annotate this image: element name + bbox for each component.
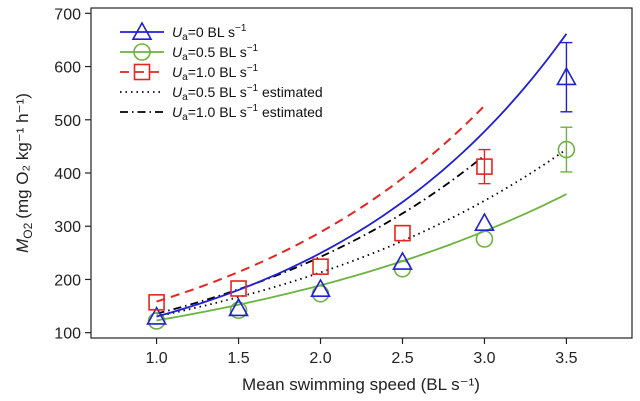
legend-marker-circle (133, 43, 151, 61)
legend-label-text: =0 BL s (188, 24, 235, 40)
plot-area (146, 33, 577, 330)
y-axis-label: MO2 (mg O₂ kg⁻¹ h⁻¹) (13, 93, 35, 253)
data-point-circle (557, 140, 576, 159)
legend-label-superscript: −1 (247, 83, 259, 94)
y-tick-label: 300 (54, 219, 81, 236)
legend-label: Ua=0.5 BL s−1 (172, 43, 259, 63)
legend-label-subscript: a (182, 72, 188, 83)
legend-marker-square (133, 63, 151, 81)
legend-label: Ua=1.0 BL s−1 estimated (172, 103, 323, 123)
y-tick-label: 400 (54, 166, 81, 183)
legend-marker-triangle (131, 21, 153, 41)
x-tick-label: 2.5 (391, 350, 413, 367)
legend-label-subscript: a (182, 32, 188, 43)
legend-label: Ua=1.0 BL s−1 (172, 63, 259, 83)
legend-label-text: =1.0 BL s (188, 64, 247, 80)
legend-label-superscript: −1 (247, 103, 259, 114)
legend-label-symbol: U (172, 64, 183, 80)
x-tick-label: 3.0 (473, 350, 495, 367)
legend-label-suffix: estimated (258, 104, 323, 120)
data-point-triangle (310, 278, 331, 298)
legend-label-text: =0.5 BL s (188, 84, 247, 100)
legend-label-symbol: U (172, 84, 183, 100)
fit-curve-dotted (156, 148, 567, 318)
legend: Ua=0 BL s−1Ua=0.5 BL s−1Ua=1.0 BL s−1Ua=… (120, 21, 323, 123)
legend-label-text: =1.0 BL s (188, 104, 247, 120)
legend-label-superscript: −1 (235, 23, 247, 34)
data-point-square (394, 224, 411, 242)
legend-label-symbol: U (172, 44, 183, 60)
data-point-circle (229, 301, 248, 320)
data-point-square (230, 280, 247, 297)
y-axis-symbol: M (13, 238, 32, 253)
legend-label-suffix: estimated (258, 84, 323, 100)
data-point-square (312, 258, 329, 275)
data-point-triangle (228, 297, 249, 317)
legend-label-text: =0.5 BL s (188, 44, 247, 60)
y-axis-units: (mg O₂ kg⁻¹ h⁻¹) (13, 93, 32, 219)
legend-label-superscript: −1 (247, 43, 259, 54)
x-axis-label: Mean swimming speed (BL s⁻¹) (242, 375, 480, 394)
legend-label-subscript: a (182, 92, 188, 103)
x-tick-label: 1.5 (227, 350, 249, 367)
legend-label-symbol: U (172, 24, 183, 40)
legend-label-superscript: −1 (247, 63, 259, 74)
data-point-triangle (556, 66, 577, 86)
fit-curve-solid (156, 193, 567, 322)
data-point-triangle (146, 306, 167, 325)
fit-curve-dashdot (156, 154, 486, 315)
fit-curve-dashed (156, 105, 486, 303)
data-point-triangle (392, 251, 413, 270)
data-point-circle (311, 285, 330, 303)
legend-label: Ua=0 BL s−1 (172, 23, 247, 43)
legend-label-subscript: a (182, 52, 188, 63)
axis-ticks: 1.0 1.5 2.0 2.5 3.0 3.5 100 200 300 400 500 600 700 (54, 6, 577, 367)
x-tick-label: 3.5 (555, 350, 577, 367)
data-point-circle (475, 230, 494, 248)
legend-label: Ua=0.5 BL s−1 estimated (172, 83, 323, 103)
y-tick-label: 200 (54, 272, 81, 289)
y-tick-label: 600 (54, 60, 81, 77)
legend-label-subscript: a (182, 112, 188, 123)
y-tick-label: 700 (54, 6, 81, 23)
y-axis-subscript: O2 (21, 222, 35, 238)
x-tick-label: 2.0 (309, 350, 331, 367)
y-tick-label: 100 (54, 326, 81, 343)
y-tick-label: 500 (54, 113, 81, 130)
legend-label-symbol: U (172, 104, 183, 120)
data-point-triangle (474, 212, 495, 232)
data-point-square (148, 294, 165, 311)
fit-curve-solid (156, 33, 568, 318)
data-point-square (476, 158, 493, 175)
x-tick-label: 1.0 (145, 350, 167, 367)
